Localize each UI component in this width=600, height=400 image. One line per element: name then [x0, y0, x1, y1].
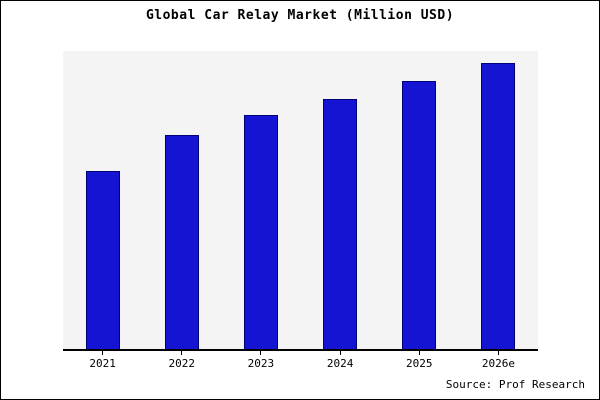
x-tick: [102, 351, 104, 355]
bar-2026e: [481, 63, 516, 349]
x-axis-labels: 2021 2022 2023 2024 2025 2026e: [63, 357, 538, 370]
x-label-2023: 2023: [247, 357, 275, 370]
x-tick: [418, 351, 420, 355]
bar-2025: [402, 81, 437, 349]
chart-title: Global Car Relay Market (Million USD): [145, 8, 455, 23]
x-label-2026e: 2026e: [481, 357, 515, 370]
tick-slot: [221, 351, 300, 355]
x-axis-ticks: [63, 351, 538, 355]
x-label-2021: 2021: [89, 357, 116, 370]
x-tick: [181, 351, 183, 355]
x-tick: [260, 351, 262, 355]
bar-slot: [301, 51, 380, 349]
plot-area: [63, 51, 538, 351]
bar-2022: [164, 135, 199, 349]
x-tick: [497, 351, 499, 355]
bar-2024: [323, 99, 358, 349]
bar-slot: [63, 51, 142, 349]
bar-slot: [142, 51, 221, 349]
tick-slot: [63, 351, 142, 355]
x-label-2022: 2022: [168, 357, 196, 370]
source-note: Source: Prof Research: [445, 378, 585, 391]
bar-group: [63, 51, 538, 349]
tick-slot: [301, 351, 380, 355]
tick-slot: [459, 351, 538, 355]
bar-2021: [85, 171, 120, 349]
bar-slot: [459, 51, 538, 349]
bar-slot: [380, 51, 459, 349]
x-label-2024: 2024: [326, 357, 354, 370]
x-tick: [339, 351, 341, 355]
x-label-2025: 2025: [406, 357, 433, 370]
tick-slot: [380, 351, 459, 355]
tick-slot: [142, 351, 221, 355]
bar-slot: [221, 51, 300, 349]
bar-2023: [243, 115, 278, 349]
